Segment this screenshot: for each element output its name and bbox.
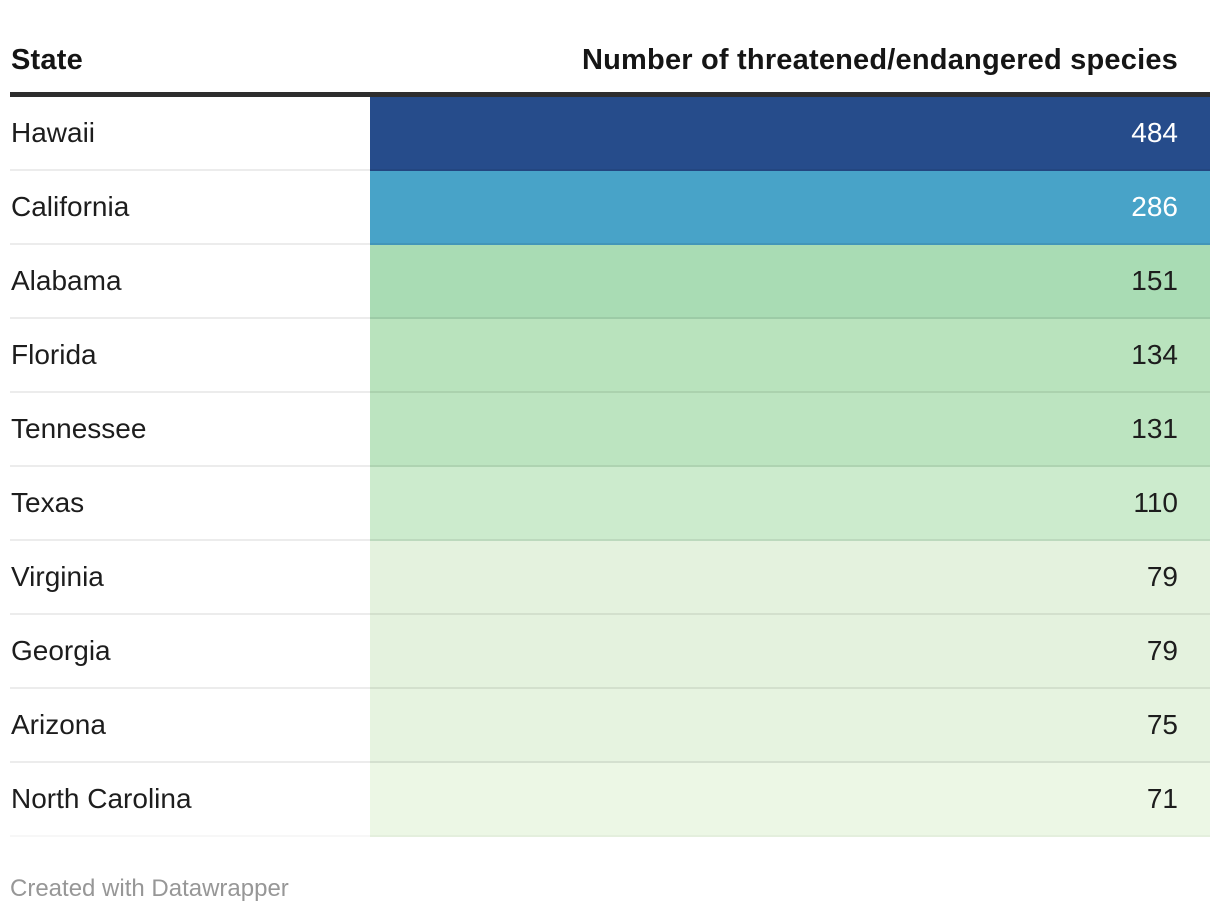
table-row: Tennessee 131	[10, 393, 1210, 468]
table-row: California 286	[10, 171, 1210, 246]
table-header-row: State Number of threatened/endangered sp…	[10, 0, 1210, 92]
state-cell: North Carolina	[10, 763, 370, 838]
state-label: Texas	[11, 487, 85, 519]
value-label: 131	[1131, 413, 1178, 445]
value-cell: 286	[370, 171, 1210, 246]
state-cell: California	[10, 171, 370, 246]
value-label: 286	[1131, 191, 1178, 223]
table-row: Alabama 151	[10, 245, 1210, 320]
state-label: Florida	[11, 339, 97, 371]
state-cell: Virginia	[10, 541, 370, 616]
value-label: 71	[1146, 783, 1178, 815]
species-table: State Number of threatened/endangered sp…	[10, 0, 1210, 838]
value-cell: 79	[370, 615, 1210, 690]
value-cell: 151	[370, 245, 1210, 320]
table-body: Hawaii 484 California 286 Alabama 151 Fl…	[10, 92, 1210, 838]
value-label: 79	[1146, 635, 1178, 667]
value-cell: 75	[370, 689, 1210, 764]
column-header-species-count: Number of threatened/endangered species	[581, 44, 1178, 76]
state-cell: Hawaii	[10, 97, 370, 172]
value-cell: 134	[370, 319, 1210, 394]
table-row: Hawaii 484	[10, 97, 1210, 172]
value-cell: 484	[370, 97, 1210, 172]
table-row: Georgia 79	[10, 615, 1210, 690]
value-cell: 110	[370, 467, 1210, 542]
table-row: North Carolina 71	[10, 763, 1210, 838]
state-label: North Carolina	[11, 783, 192, 815]
value-cell: 79	[370, 541, 1210, 616]
state-cell: Arizona	[10, 689, 370, 764]
state-label: California	[11, 191, 130, 223]
value-label: 75	[1146, 709, 1178, 741]
datawrapper-attribution-link[interactable]: Created with Datawrapper	[10, 875, 289, 903]
table-row: Florida 134	[10, 319, 1210, 394]
value-label: 151	[1131, 265, 1178, 297]
state-label: Alabama	[11, 265, 122, 297]
state-cell: Texas	[10, 467, 370, 542]
state-cell: Tennessee	[10, 393, 370, 468]
value-label: 110	[1133, 487, 1178, 519]
chart-footer: Created with Datawrapper	[10, 875, 1210, 903]
state-cell: Florida	[10, 319, 370, 394]
value-label: 484	[1131, 117, 1178, 149]
state-label: Arizona	[11, 709, 106, 741]
table-row: Texas 110	[10, 467, 1210, 542]
state-label: Virginia	[11, 561, 104, 593]
state-cell: Alabama	[10, 245, 370, 320]
value-cell: 131	[370, 393, 1210, 468]
state-label: Georgia	[11, 635, 111, 667]
value-label: 134	[1131, 339, 1178, 371]
table-row: Arizona 75	[10, 689, 1210, 764]
state-cell: Georgia	[10, 615, 370, 690]
value-cell: 71	[370, 763, 1210, 838]
state-label: Hawaii	[11, 117, 96, 149]
column-header-state: State	[11, 44, 83, 76]
state-label: Tennessee	[11, 413, 147, 445]
table-row: Virginia 79	[10, 541, 1210, 616]
value-label: 79	[1146, 561, 1178, 593]
